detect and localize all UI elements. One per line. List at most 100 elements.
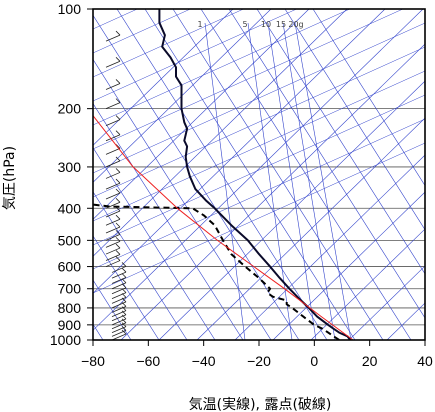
x-axis-label: 気温(実線), 露点(破線) bbox=[189, 397, 332, 412]
mixing-ratio-line bbox=[204, 22, 246, 340]
mixing-ratio-label: 1 bbox=[197, 20, 202, 29]
wind-barb bbox=[105, 34, 121, 42]
guide-line bbox=[93, 9, 245, 78]
wind-barb bbox=[111, 305, 127, 313]
y-axis-label: 気圧(hPa) bbox=[2, 146, 18, 210]
wind-barb-flag bbox=[121, 322, 127, 327]
guide-line bbox=[93, 9, 138, 30]
wind-barb bbox=[105, 172, 121, 179]
wind-barb bbox=[111, 271, 127, 279]
guide-line bbox=[116, 9, 328, 340]
wind-barb bbox=[111, 314, 127, 322]
wind-barb bbox=[111, 277, 127, 284]
guide-line bbox=[93, 70, 425, 222]
wind-barb bbox=[111, 326, 127, 333]
guide-line bbox=[93, 9, 404, 150]
wind-barb-flag bbox=[121, 273, 127, 278]
guide-line bbox=[93, 94, 425, 246]
wind-barb-flag bbox=[115, 79, 121, 84]
wind-barb-flag bbox=[115, 130, 121, 136]
guide-line bbox=[93, 22, 425, 174]
x-tick-label: 20 bbox=[362, 353, 378, 369]
wind-barb-flag bbox=[121, 262, 127, 267]
wind-barb-flag bbox=[115, 237, 121, 242]
wind-barb-flag bbox=[121, 278, 127, 284]
y-tick-label: 600 bbox=[58, 259, 82, 275]
wind-barb bbox=[111, 310, 127, 318]
parcel-curve bbox=[93, 114, 354, 340]
wind-barb bbox=[111, 266, 127, 273]
y-tick-label: 900 bbox=[58, 317, 82, 333]
guide-line bbox=[284, 9, 425, 231]
x-axis: −80 −60 −40 −20 0 20 40 bbox=[81, 340, 433, 369]
wind-barb-flag bbox=[115, 156, 121, 162]
wind-barb bbox=[105, 241, 121, 248]
wind-barb-flag bbox=[115, 168, 121, 173]
y-tick-label: 200 bbox=[58, 101, 82, 117]
x-tick-label: −60 bbox=[136, 353, 160, 369]
guide-line bbox=[93, 235, 160, 340]
wind-barb-flag bbox=[121, 326, 127, 331]
guide-line bbox=[93, 46, 425, 198]
y-tick-label: 1000 bbox=[50, 332, 81, 348]
wind-barb-flag bbox=[121, 310, 127, 316]
y-tick-label: 400 bbox=[58, 200, 82, 216]
wind-barb bbox=[105, 160, 121, 168]
guide-line bbox=[348, 265, 425, 340]
wind-barb bbox=[111, 329, 127, 337]
wind-barb bbox=[105, 182, 121, 190]
wind-barb bbox=[111, 333, 127, 340]
mixing-ratio-label: 10 bbox=[261, 20, 271, 29]
guide-line bbox=[93, 14, 300, 340]
wind-barb bbox=[111, 296, 127, 304]
wind-barbs bbox=[105, 9, 127, 340]
wind-barb bbox=[111, 322, 127, 330]
x-tick-label: 0 bbox=[310, 353, 318, 369]
wind-barb bbox=[111, 318, 127, 326]
guide-line bbox=[93, 9, 272, 183]
wind-barb-flag bbox=[115, 98, 121, 103]
wind-barb bbox=[105, 134, 121, 142]
wind-barb-flag bbox=[115, 250, 121, 255]
wind-barb bbox=[105, 60, 121, 68]
mixing-ratio-line bbox=[294, 22, 352, 340]
wind-barb bbox=[105, 148, 121, 155]
wind-barb-flag bbox=[115, 188, 121, 194]
guide-line bbox=[144, 9, 356, 340]
y-tick-label: 500 bbox=[58, 232, 82, 248]
wind-barb bbox=[105, 119, 121, 126]
guide-line bbox=[93, 118, 425, 270]
y-tick-label: 800 bbox=[58, 300, 82, 316]
guide-line bbox=[172, 9, 384, 340]
wind-barb-flag bbox=[115, 57, 121, 62]
wind-barb bbox=[105, 210, 121, 218]
guide-line bbox=[93, 147, 216, 340]
guide-line bbox=[93, 142, 425, 294]
mixing-ratio-label: 5 bbox=[242, 20, 247, 29]
guide-line bbox=[386, 302, 425, 340]
guide-line bbox=[256, 9, 425, 275]
guide-line bbox=[93, 9, 386, 294]
wind-barb-flag bbox=[115, 214, 121, 220]
guide-line bbox=[93, 9, 234, 146]
y-tick-label: 100 bbox=[58, 1, 82, 17]
wind-barb bbox=[111, 287, 127, 295]
guide-line bbox=[310, 228, 425, 340]
y-tick-label: 700 bbox=[58, 281, 82, 297]
mixing-ratio-labels: 1 5 10 15 20g bbox=[197, 20, 303, 29]
wind-barb-flag bbox=[115, 256, 121, 261]
guide-line bbox=[228, 9, 425, 319]
wind-barb-flag bbox=[115, 115, 121, 120]
guide-line bbox=[312, 9, 425, 187]
wind-barb-flag bbox=[115, 30, 121, 36]
wind-barb-flag bbox=[115, 206, 121, 212]
guide-line bbox=[196, 117, 425, 340]
guide-line bbox=[93, 9, 310, 220]
dewpoint-curve bbox=[93, 203, 340, 340]
wind-barb-flag bbox=[115, 197, 121, 203]
profile-curves bbox=[93, 9, 354, 340]
mixing-ratio-line bbox=[267, 22, 317, 340]
wind-barb bbox=[111, 292, 127, 300]
